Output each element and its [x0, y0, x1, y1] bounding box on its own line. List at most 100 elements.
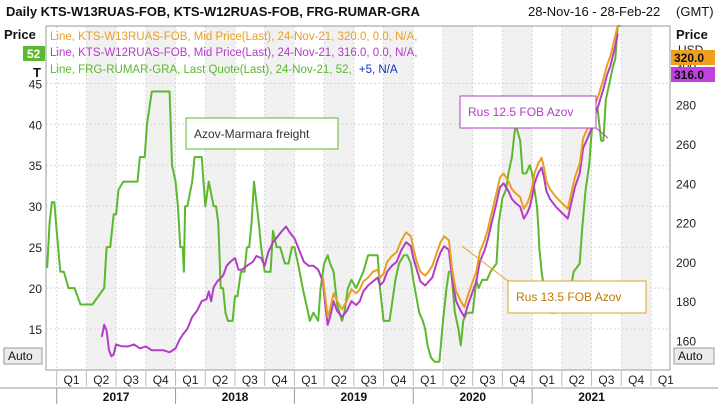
data-point: [103, 324, 105, 326]
legend-entry-frg-text: Line, FRG-RUMAR-GRA, Last Quote(Last), 2…: [50, 64, 352, 76]
header-bar: [0, 0, 718, 24]
data-point: [522, 172, 524, 174]
data-point: [217, 222, 219, 224]
data-point: [237, 269, 240, 271]
data-point: [602, 78, 605, 80]
data-point: [419, 271, 421, 273]
data-point: [498, 222, 500, 224]
data-point: [171, 164, 173, 166]
quarter-label: Q3: [242, 373, 258, 387]
data-point: [191, 181, 193, 183]
data-point: [184, 205, 186, 207]
chart-title: Daily KTS-W13RUAS-FOB, KTS-W12RUAS-FOB, …: [6, 4, 420, 19]
data-point: [297, 262, 299, 265]
data-point: [226, 265, 228, 267]
data-point: [507, 172, 509, 174]
data-point: [519, 206, 521, 208]
annotation-rus-12-5-leader: [595, 127, 609, 139]
data-point: [386, 271, 388, 273]
data-point: [277, 235, 279, 237]
data-point: [284, 262, 286, 265]
data-point: [579, 262, 581, 265]
data-point: [305, 303, 307, 306]
data-point: [355, 304, 357, 306]
data-point: [253, 181, 255, 183]
legend-entry-w13: Line, KTS-W13RUAS-FOB, Mid Price(Last), …: [50, 31, 418, 43]
data-point: [201, 156, 203, 158]
data-point: [570, 192, 572, 194]
data-point: [336, 303, 338, 306]
data-point: [541, 271, 543, 273]
data-point: [400, 249, 402, 251]
data-point: [436, 361, 438, 363]
data-point: [367, 284, 369, 287]
data-point: [341, 316, 343, 318]
data-point: [416, 261, 418, 263]
data-point: [581, 230, 583, 232]
data-point: [443, 245, 445, 247]
quarter-band: [145, 26, 176, 370]
data-point: [327, 254, 329, 256]
data-point: [543, 176, 545, 178]
data-point: [279, 246, 281, 248]
data-point: [428, 271, 430, 273]
data-point: [443, 235, 445, 237]
data-point: [479, 251, 481, 253]
data-point: [232, 320, 234, 322]
data-point: [484, 239, 486, 241]
data-point: [410, 262, 412, 265]
data-point: [486, 279, 488, 281]
data-point: [333, 271, 335, 273]
right-tick-label: 220: [676, 217, 696, 231]
data-point: [507, 190, 509, 192]
data-point: [412, 257, 414, 259]
data-point: [327, 316, 329, 318]
auto-right-button[interactable]: [673, 347, 715, 365]
data-point: [139, 347, 141, 349]
data-point: [359, 288, 361, 290]
left-tick-label: 40: [29, 118, 43, 132]
data-point: [79, 303, 82, 306]
data-point: [460, 300, 462, 302]
quarter-band: [502, 26, 533, 370]
annotation-azov-marmara-text: Azov-Marmara freight: [194, 127, 310, 141]
data-point: [610, 54, 612, 57]
data-point: [329, 262, 331, 265]
data-point: [582, 147, 584, 149]
data-point: [398, 262, 400, 265]
data-point: [391, 255, 393, 257]
data-point: [481, 279, 483, 281]
data-point: [533, 182, 536, 184]
right-tick-label: 240: [676, 177, 696, 191]
data-point: [377, 254, 379, 256]
data-point: [424, 284, 426, 287]
data-point: [503, 172, 505, 174]
data-point: [236, 295, 238, 297]
data-point: [377, 277, 379, 279]
data-point: [463, 316, 465, 318]
data-point: [51, 201, 53, 203]
data-point: [526, 202, 529, 204]
data-point: [178, 339, 180, 342]
data-point: [606, 64, 608, 66]
data-point: [169, 90, 171, 93]
data-point: [285, 225, 287, 228]
data-point: [419, 280, 421, 283]
quarter-band: [621, 26, 651, 370]
data-point: [73, 287, 76, 289]
data-point: [341, 320, 343, 322]
data-point: [555, 196, 557, 198]
data-point: [258, 222, 260, 224]
data-point: [472, 290, 474, 292]
data-point: [585, 189, 587, 191]
data-point: [424, 275, 426, 277]
annotation-rus-13-5-text: Rus 13.5 FOB Azov: [516, 290, 621, 304]
data-point: [525, 172, 527, 174]
auto-left-button[interactable]: [3, 347, 43, 365]
data-point: [53, 201, 55, 203]
data-point: [175, 347, 177, 349]
legend-entry-w12-text: Line, KTS-W12RUAS-FOB, Mid Price(Last), …: [50, 47, 418, 59]
data-point: [139, 156, 141, 158]
data-point: [412, 279, 414, 281]
data-point: [579, 172, 581, 174]
